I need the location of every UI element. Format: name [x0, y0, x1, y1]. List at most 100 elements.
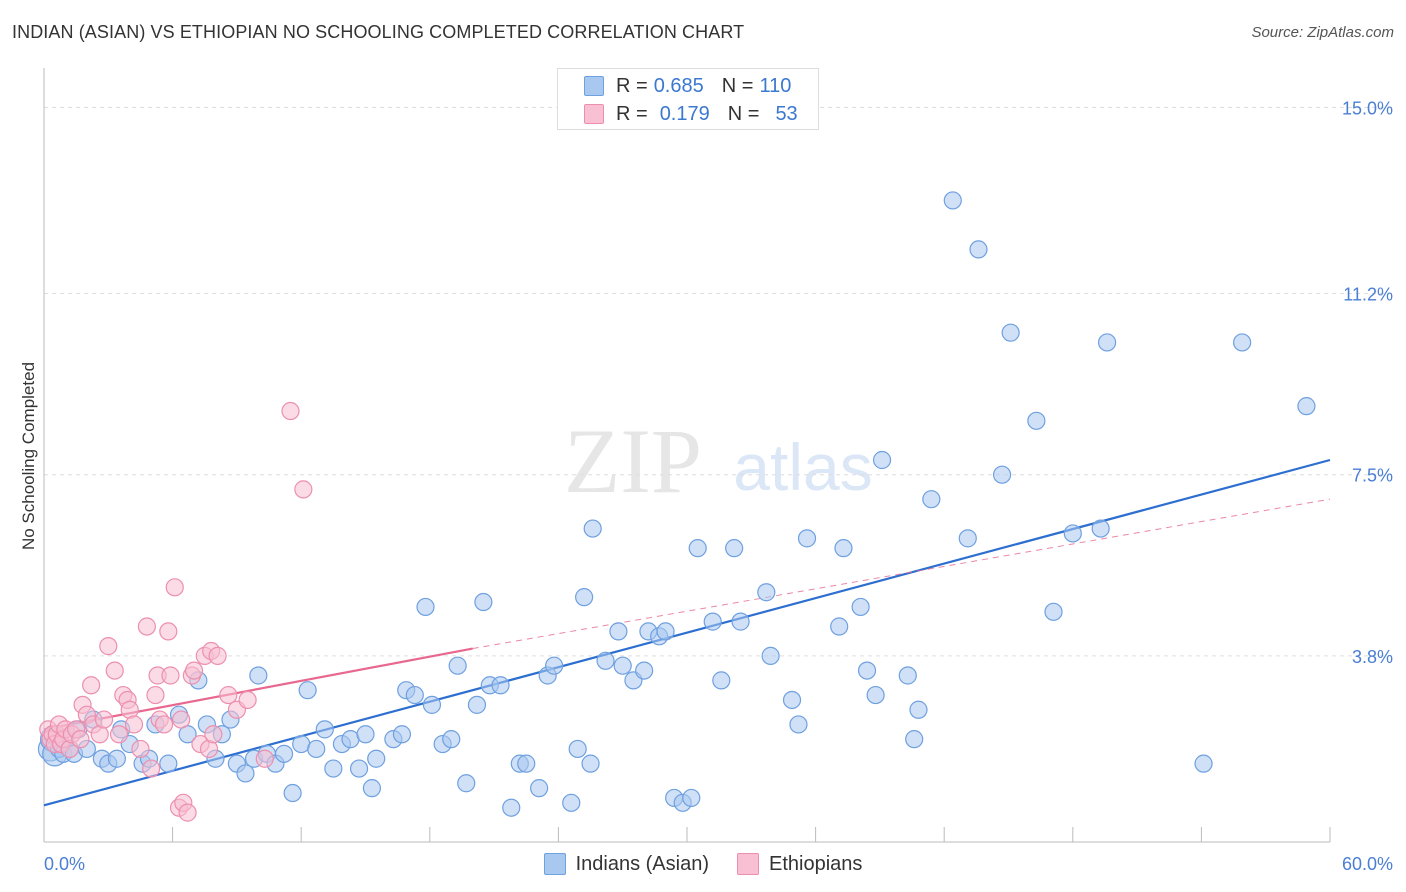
indians-point: [1027, 411, 1046, 430]
indians-point: [782, 690, 802, 710]
indians-point: [575, 588, 594, 607]
indians-point: [761, 646, 780, 665]
indians-point: [857, 661, 877, 680]
indians-point: [1297, 397, 1316, 416]
series-swatch-blue: [543, 853, 566, 875]
indians-point: [568, 739, 587, 759]
ethiopians-point: [131, 739, 150, 759]
ethiopians-point: [219, 685, 238, 705]
indians-point: [583, 519, 602, 538]
tick-labels: 3.8% 7.5% 11.2% 15.0% 0.0% 60.0%: [44, 98, 1393, 874]
indians-point: [909, 700, 928, 719]
series-legend: Indians (Asian) Ethiopians: [0, 850, 1406, 878]
indians-point: [502, 798, 521, 817]
indians-point: [1097, 333, 1117, 352]
series-legend-indians: Indians (Asian): [543, 852, 709, 876]
indians-point: [292, 734, 311, 754]
indians-point: [1044, 602, 1063, 621]
legend-r-value: 0.685: [653, 74, 704, 97]
ethiopians-point: [146, 685, 165, 705]
data-points: [37, 191, 1316, 822]
legend-r-value: 0.179: [659, 102, 710, 125]
ethiopians-trend-extension: [472, 498, 1331, 650]
indians-point: [457, 774, 476, 793]
x-tick-label: 0.0%: [44, 854, 85, 874]
indians-point: [249, 666, 268, 685]
indians-point: [922, 490, 941, 509]
ethiopians-point: [124, 715, 144, 734]
legend-n-label: N =: [727, 102, 760, 125]
indians-point: [442, 730, 461, 749]
series-legend-label: Indians (Asian): [575, 852, 709, 875]
y-tick-label: 3.8%: [1352, 647, 1393, 667]
indians-point: [609, 622, 628, 641]
indians-point: [866, 685, 885, 705]
ethiopians-point: [137, 617, 156, 636]
indians-point: [830, 617, 849, 636]
legend-row-ethiopians: R = 0.179 N = 53: [584, 101, 798, 127]
indians-point: [656, 622, 675, 641]
y-tick-label: 7.5%: [1352, 466, 1393, 486]
indians-point: [530, 779, 549, 798]
indians-point: [159, 754, 178, 773]
source-label: Source: ZipAtlas.com: [1251, 24, 1394, 41]
indians-point: [682, 788, 701, 808]
indians-point: [789, 715, 808, 734]
ethiopians-point: [184, 661, 204, 680]
indians-point: [969, 240, 988, 259]
indians-point: [545, 656, 564, 675]
ethiopians-point: [159, 622, 178, 641]
ethiopians-point: [178, 803, 197, 822]
indians-point: [467, 695, 487, 714]
legend-n-label: N =: [721, 74, 754, 97]
indians-point: [341, 730, 360, 749]
chart-title: INDIAN (ASIAN) VS ETHIOPIAN NO SCHOOLING…: [12, 22, 745, 42]
ethiopians-point: [281, 401, 300, 421]
ethiopians-point: [161, 666, 180, 685]
ethiopians-point: [109, 725, 129, 744]
indians-point: [448, 656, 467, 675]
indians-point: [1063, 524, 1082, 543]
indians-point: [635, 661, 654, 680]
ethiopians-point: [172, 710, 191, 729]
y-tick-label: 11.2%: [1343, 284, 1393, 304]
ethiopians-point: [99, 637, 118, 656]
ethiopians-point: [154, 715, 174, 734]
indians-point: [491, 676, 510, 695]
gridlines: [44, 106, 1392, 657]
ethiopians-point: [294, 480, 313, 499]
indians-point: [1233, 333, 1252, 352]
indians-point: [596, 651, 615, 670]
indians-point: [905, 730, 924, 749]
indians-point: [943, 191, 962, 210]
ethiopians-point: [255, 749, 274, 768]
indians-point: [324, 759, 343, 778]
indians-point: [712, 671, 731, 690]
ethiopians-trend-line: [43, 647, 473, 731]
ethiopians-point: [208, 646, 227, 665]
indians-point: [1091, 519, 1110, 538]
indians-point: [1001, 323, 1020, 342]
indians-point: [797, 529, 817, 548]
indians-point: [274, 744, 294, 763]
y-axis-label: No Schooling Completed: [19, 362, 38, 550]
indians-point: [107, 749, 126, 768]
indians-point: [517, 754, 536, 773]
indians-point: [349, 759, 369, 778]
indians-point: [731, 612, 750, 631]
ethiopians-point: [165, 578, 184, 597]
indians-point: [898, 666, 917, 685]
indians-point: [315, 720, 334, 739]
watermark-zip: ZIP: [564, 410, 702, 512]
watermark: ZIP atlas: [564, 410, 873, 512]
ethiopians-point: [71, 730, 90, 749]
indians-point: [613, 656, 632, 675]
legend-swatch-pink: [584, 104, 604, 124]
indians-point: [283, 783, 302, 803]
indians-point: [392, 725, 412, 744]
legend-n-value: 110: [759, 74, 792, 97]
ethiopians-point: [105, 661, 124, 680]
watermark-atlas: atlas: [733, 430, 872, 504]
indians-point: [688, 539, 707, 558]
